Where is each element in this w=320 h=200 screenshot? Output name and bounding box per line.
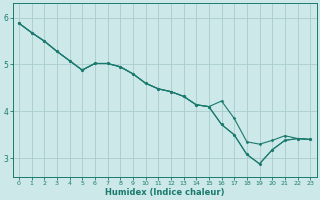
X-axis label: Humidex (Indice chaleur): Humidex (Indice chaleur) <box>105 188 224 197</box>
